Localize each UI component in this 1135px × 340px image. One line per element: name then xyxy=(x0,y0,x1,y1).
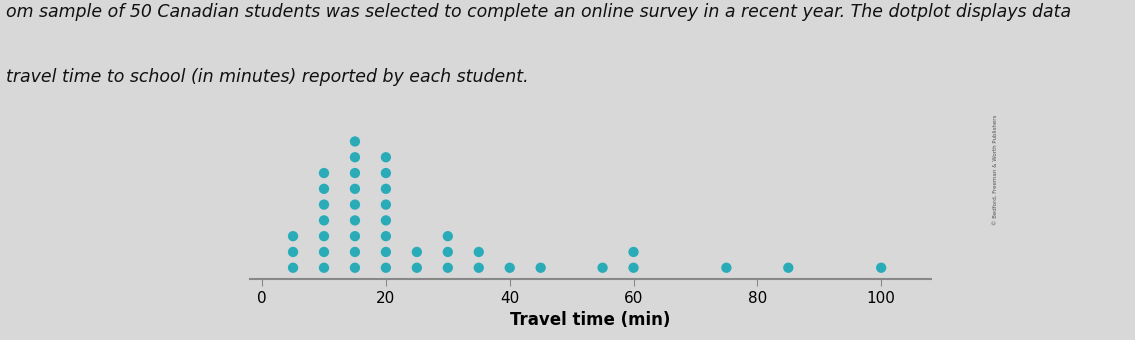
Point xyxy=(780,265,798,271)
Point xyxy=(346,154,364,160)
Point xyxy=(624,265,642,271)
Text: om sample of 50 Canadian students was selected to complete an online survey in a: om sample of 50 Canadian students was se… xyxy=(6,3,1070,21)
Point xyxy=(407,265,426,271)
Point xyxy=(314,265,333,271)
Text: © Bedford, Freeman & Worth Publishers: © Bedford, Freeman & Worth Publishers xyxy=(993,115,998,225)
Point xyxy=(377,249,395,255)
Point xyxy=(439,249,457,255)
Point xyxy=(346,249,364,255)
Point xyxy=(284,234,302,239)
Point xyxy=(377,170,395,176)
X-axis label: Travel time (min): Travel time (min) xyxy=(510,311,671,329)
Point xyxy=(314,218,333,223)
Point xyxy=(624,249,642,255)
Point xyxy=(314,186,333,191)
Point xyxy=(470,265,488,271)
Point xyxy=(407,249,426,255)
Point xyxy=(346,218,364,223)
Point xyxy=(346,139,364,144)
Point xyxy=(377,234,395,239)
Point xyxy=(314,234,333,239)
Point xyxy=(314,249,333,255)
Point xyxy=(314,202,333,207)
Point xyxy=(717,265,735,271)
Point xyxy=(594,265,612,271)
Point xyxy=(501,265,519,271)
Point xyxy=(377,265,395,271)
Point xyxy=(439,265,457,271)
Point xyxy=(531,265,549,271)
Point xyxy=(314,170,333,176)
Point xyxy=(377,154,395,160)
Point xyxy=(377,218,395,223)
Point xyxy=(377,186,395,191)
Point xyxy=(470,249,488,255)
Point xyxy=(284,249,302,255)
Point xyxy=(872,265,890,271)
Point xyxy=(377,202,395,207)
Point xyxy=(346,265,364,271)
Point xyxy=(439,234,457,239)
Point xyxy=(346,234,364,239)
Point xyxy=(346,170,364,176)
Text: travel time to school (in minutes) reported by each student.: travel time to school (in minutes) repor… xyxy=(6,68,528,86)
Point xyxy=(346,202,364,207)
Point xyxy=(346,186,364,191)
Point xyxy=(284,265,302,271)
